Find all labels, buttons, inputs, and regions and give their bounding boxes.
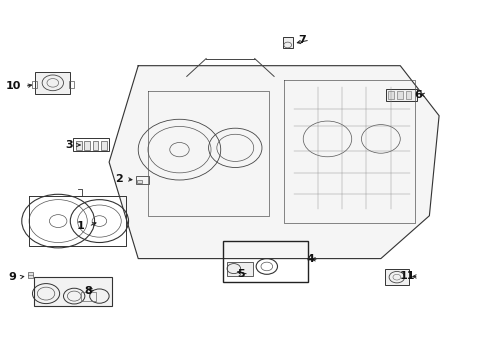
Bar — [73, 138, 109, 152]
Bar — [136, 176, 149, 184]
Text: 1: 1 — [77, 221, 85, 231]
Text: 4: 4 — [306, 254, 314, 264]
Text: 5: 5 — [237, 269, 244, 279]
Bar — [34, 277, 111, 306]
Text: 11: 11 — [399, 271, 414, 282]
Bar — [27, 272, 33, 278]
Text: 7: 7 — [298, 35, 305, 45]
Bar — [223, 241, 307, 282]
Bar — [32, 81, 37, 88]
Polygon shape — [109, 66, 438, 258]
Bar — [35, 72, 70, 94]
Bar — [101, 141, 106, 150]
Text: 3: 3 — [65, 140, 73, 150]
Bar — [387, 91, 393, 99]
Bar — [137, 180, 142, 183]
Text: 10: 10 — [5, 81, 21, 91]
Bar — [396, 91, 402, 99]
Bar — [282, 37, 292, 48]
Bar — [84, 141, 90, 150]
Bar — [76, 141, 82, 150]
Bar — [226, 262, 253, 276]
Bar — [81, 292, 95, 301]
Bar — [384, 269, 408, 285]
Text: 9: 9 — [8, 272, 16, 282]
Text: 6: 6 — [413, 90, 421, 100]
Bar — [69, 81, 74, 88]
Text: 8: 8 — [84, 287, 92, 296]
Bar — [385, 89, 416, 102]
Bar — [405, 91, 410, 99]
Bar — [92, 141, 98, 150]
Text: 2: 2 — [115, 174, 122, 184]
